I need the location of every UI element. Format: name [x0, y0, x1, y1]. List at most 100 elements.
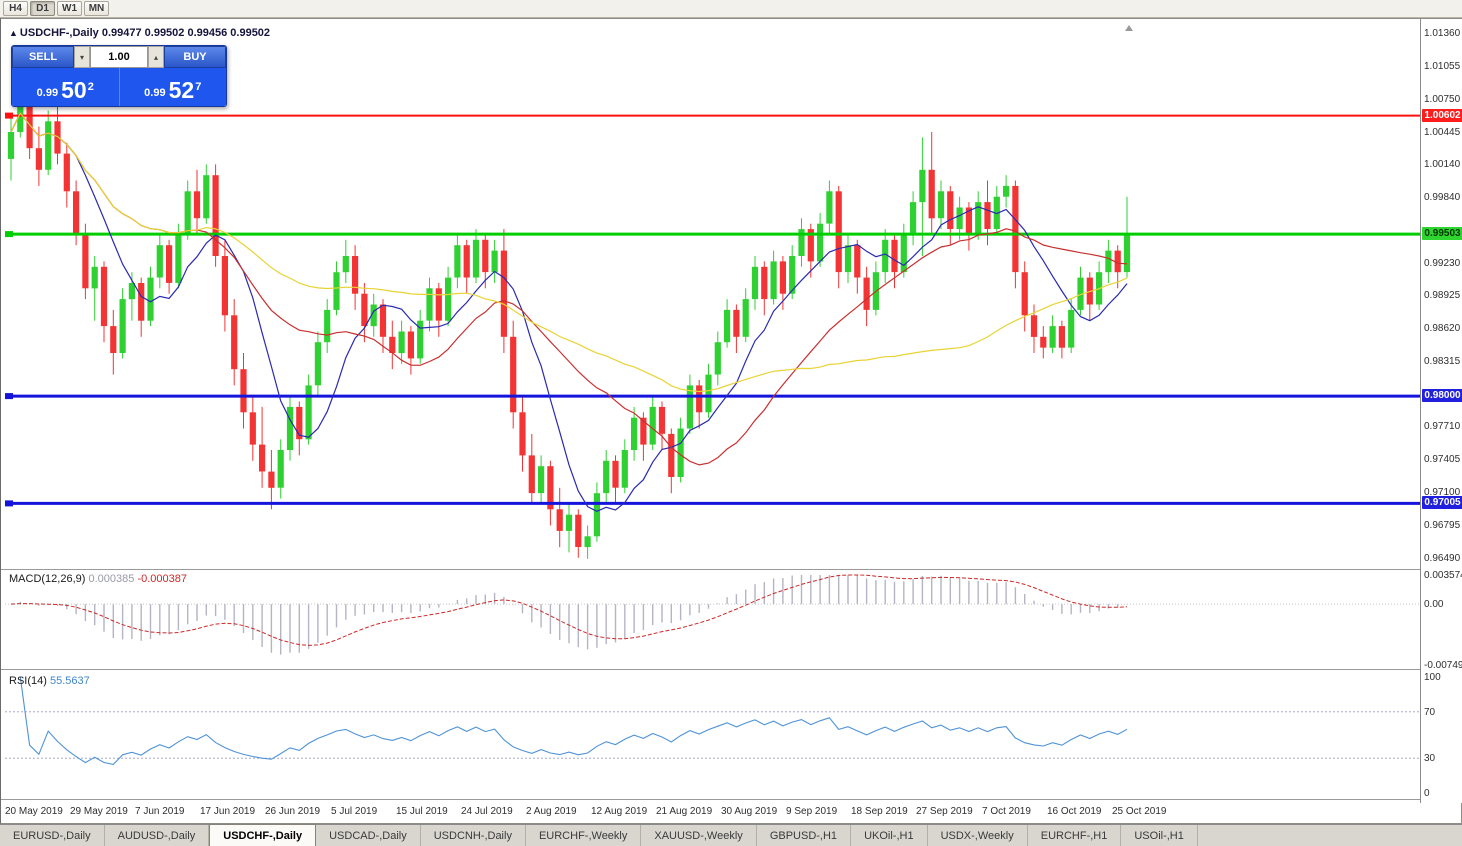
- collapse-icon[interactable]: ▲: [9, 28, 18, 38]
- price-axis-label: 1.01055: [1424, 61, 1461, 72]
- price-axis-label: 1.00140: [1424, 159, 1461, 170]
- price-axis-label: 0.99840: [1424, 192, 1461, 203]
- panel-separator[interactable]: [1, 669, 1420, 670]
- price-axis-label: 0.96490: [1424, 553, 1461, 564]
- date-axis-label: 16 Oct 2019: [1047, 806, 1102, 817]
- chart-tab-usdchfdaily[interactable]: USDCHF-,Daily: [209, 824, 317, 846]
- volume-increase-button[interactable]: ▴: [148, 46, 164, 68]
- trade-prices-row: 0.99 50 2 0.99 52 7: [12, 68, 226, 106]
- date-axis-label: 26 Jun 2019: [265, 806, 321, 817]
- rsi-axis-label: 30: [1424, 753, 1436, 764]
- price-level-badge: 1.00602: [1422, 109, 1462, 122]
- date-axis-label: 2 Aug 2019: [526, 806, 577, 817]
- rsi-value: 55.5637: [49, 675, 90, 687]
- sell-price-base: 0.99: [36, 87, 59, 99]
- date-axis-label: 18 Sep 2019: [851, 806, 908, 817]
- chart-tab-usdcnhdaily[interactable]: USDCNH-,Daily: [421, 825, 526, 846]
- price-chart[interactable]: [5, 21, 1420, 567]
- chart-tab-usdxweekly[interactable]: USDX-,Weekly: [928, 825, 1028, 846]
- trade-controls-row: SELL ▾ 1.00 ▴ BUY: [12, 46, 226, 68]
- sell-price-pips: 50: [61, 77, 87, 103]
- macd-signal-value: -0.000387: [137, 573, 187, 585]
- buy-price[interactable]: 0.99 52 7: [120, 68, 227, 106]
- price-axis-label: 0.96795: [1424, 520, 1461, 531]
- chart-shift-marker[interactable]: [1125, 25, 1133, 31]
- date-axis-label: 21 Aug 2019: [656, 806, 713, 817]
- rsi-name: RSI(14): [9, 675, 47, 687]
- date-axis-label: 7 Oct 2019: [982, 806, 1031, 817]
- chart-tabs-bar: EURUSD-,Daily AUDUSD-,Daily USDCHF-,Daily U…: [0, 824, 1462, 846]
- chart-header: ▲ USDCHF-,Daily 0.99477 0.99502 0.99456 0…: [9, 27, 270, 39]
- date-axis-label: 25 Oct 2019: [1112, 806, 1167, 817]
- date-axis-label: 30 Aug 2019: [721, 806, 778, 817]
- timeframe-D1-button[interactable]: D1: [30, 1, 55, 16]
- date-axis-label: 17 Jun 2019: [200, 806, 256, 817]
- chart-tab-eurchfweekly[interactable]: EURCHF-,Weekly: [526, 825, 642, 846]
- date-axis-label: 12 Aug 2019: [591, 806, 648, 817]
- macd-axis-label: 0.00: [1424, 599, 1444, 610]
- chart-tab-audusddaily[interactable]: AUDUSD-,Daily: [105, 825, 210, 846]
- chart-tab-gbpusdh1[interactable]: GBPUSD-,H1: [757, 825, 852, 846]
- date-axis-label: 7 Jun 2019: [135, 806, 185, 817]
- macd-label: MACD(12,26,9) 0.000385 -0.000387: [9, 573, 187, 585]
- buy-price-point: 7: [195, 81, 202, 93]
- chart-window: ▲ USDCHF-,Daily 0.99477 0.99502 0.99456 0…: [0, 18, 1462, 824]
- price-axis-label: 0.98620: [1424, 323, 1461, 334]
- rsi-axis-label: 70: [1424, 707, 1436, 718]
- price-axis-label: 0.98315: [1424, 356, 1461, 367]
- sell-price-point: 2: [87, 81, 94, 93]
- buy-button[interactable]: BUY: [164, 46, 226, 68]
- price-axis-label: 1.01360: [1424, 28, 1461, 39]
- date-axis-label: 15 Jul 2019: [396, 806, 448, 817]
- symbol-title: USDCHF-,Daily: [19, 27, 99, 39]
- date-axis-label: 27 Sep 2019: [916, 806, 973, 817]
- rsi-axis-label: 0: [1424, 788, 1430, 799]
- macd-indicator[interactable]: [5, 571, 1420, 669]
- date-axis-label: 9 Sep 2019: [786, 806, 838, 817]
- macd-axis-label: -0.00749: [1424, 660, 1462, 671]
- price-axis-label: 0.97405: [1424, 454, 1461, 465]
- price-divider: [118, 68, 120, 106]
- timeframe-MN-button[interactable]: MN: [84, 1, 109, 16]
- price-axis[interactable]: 1.01360 1.01055 1.00750 1.00445 1.00140 0.998…: [1420, 19, 1462, 803]
- macd-main-value: 0.000385: [88, 573, 135, 585]
- sell-price[interactable]: 0.99 50 2: [12, 68, 119, 106]
- date-axis[interactable]: 20 May 2019 29 May 2019 7 Jun 2019 17 Jun 2…: [5, 801, 1420, 823]
- chart-tab-xauusdweekly[interactable]: XAUUSD-,Weekly: [641, 825, 757, 846]
- date-axis-label: 20 May 2019: [5, 806, 63, 817]
- timeframe-W1-button[interactable]: W1: [57, 1, 82, 16]
- macd-name: MACD(12,26,9): [9, 573, 86, 585]
- rsi-label: RSI(14) 55.5637: [9, 675, 90, 687]
- price-axis-label: 1.00750: [1424, 94, 1461, 105]
- price-level-badge: 0.99503: [1422, 227, 1462, 240]
- sell-button[interactable]: SELL: [12, 46, 74, 68]
- price-axis-label: 0.97710: [1424, 421, 1461, 432]
- price-axis-label: 0.99230: [1424, 258, 1461, 269]
- price-level-badge: 0.98000: [1422, 389, 1462, 402]
- panel-separator[interactable]: [1, 569, 1420, 570]
- chart-tab-usoilh1[interactable]: USOil-,H1: [1121, 825, 1198, 846]
- chart-tab-ukoilh1[interactable]: UKOil-,H1: [851, 825, 928, 846]
- buy-price-base: 0.99: [144, 87, 166, 99]
- rsi-indicator[interactable]: [5, 671, 1420, 799]
- volume-decrease-button[interactable]: ▾: [74, 46, 90, 68]
- ohlc-values: 0.99477 0.99502 0.99456 0.99502: [101, 27, 271, 39]
- volume-input[interactable]: 1.00: [90, 46, 148, 68]
- chart-tab-eurusddaily[interactable]: EURUSD-,Daily: [0, 825, 105, 846]
- price-axis-label: 0.97100: [1424, 487, 1461, 498]
- rsi-axis-label: 100: [1424, 672, 1441, 683]
- chart-tab-eurchfh1[interactable]: EURCHF-,H1: [1028, 825, 1122, 846]
- timeframe-H4-button[interactable]: H4: [3, 1, 28, 16]
- panel-separator: [1, 799, 1420, 800]
- date-axis-label: 5 Jul 2019: [331, 806, 378, 817]
- buy-price-pips: 52: [168, 77, 195, 103]
- one-click-trading-panel: SELL ▾ 1.00 ▴ BUY 0.99 50 2 0.99 52 7: [11, 45, 227, 107]
- price-level-badge: 0.97005: [1422, 496, 1462, 509]
- macd-axis-label: 0.003574: [1424, 570, 1462, 581]
- chart-tab-usdcaddaily[interactable]: USDCAD-,Daily: [316, 825, 421, 846]
- price-axis-label: 1.00445: [1424, 127, 1461, 138]
- price-axis-label: 0.98925: [1424, 290, 1461, 301]
- date-axis-label: 24 Jul 2019: [461, 806, 513, 817]
- timeframe-toolbar: H4 D1 W1 MN: [0, 0, 1462, 18]
- date-axis-label: 29 May 2019: [70, 806, 128, 817]
